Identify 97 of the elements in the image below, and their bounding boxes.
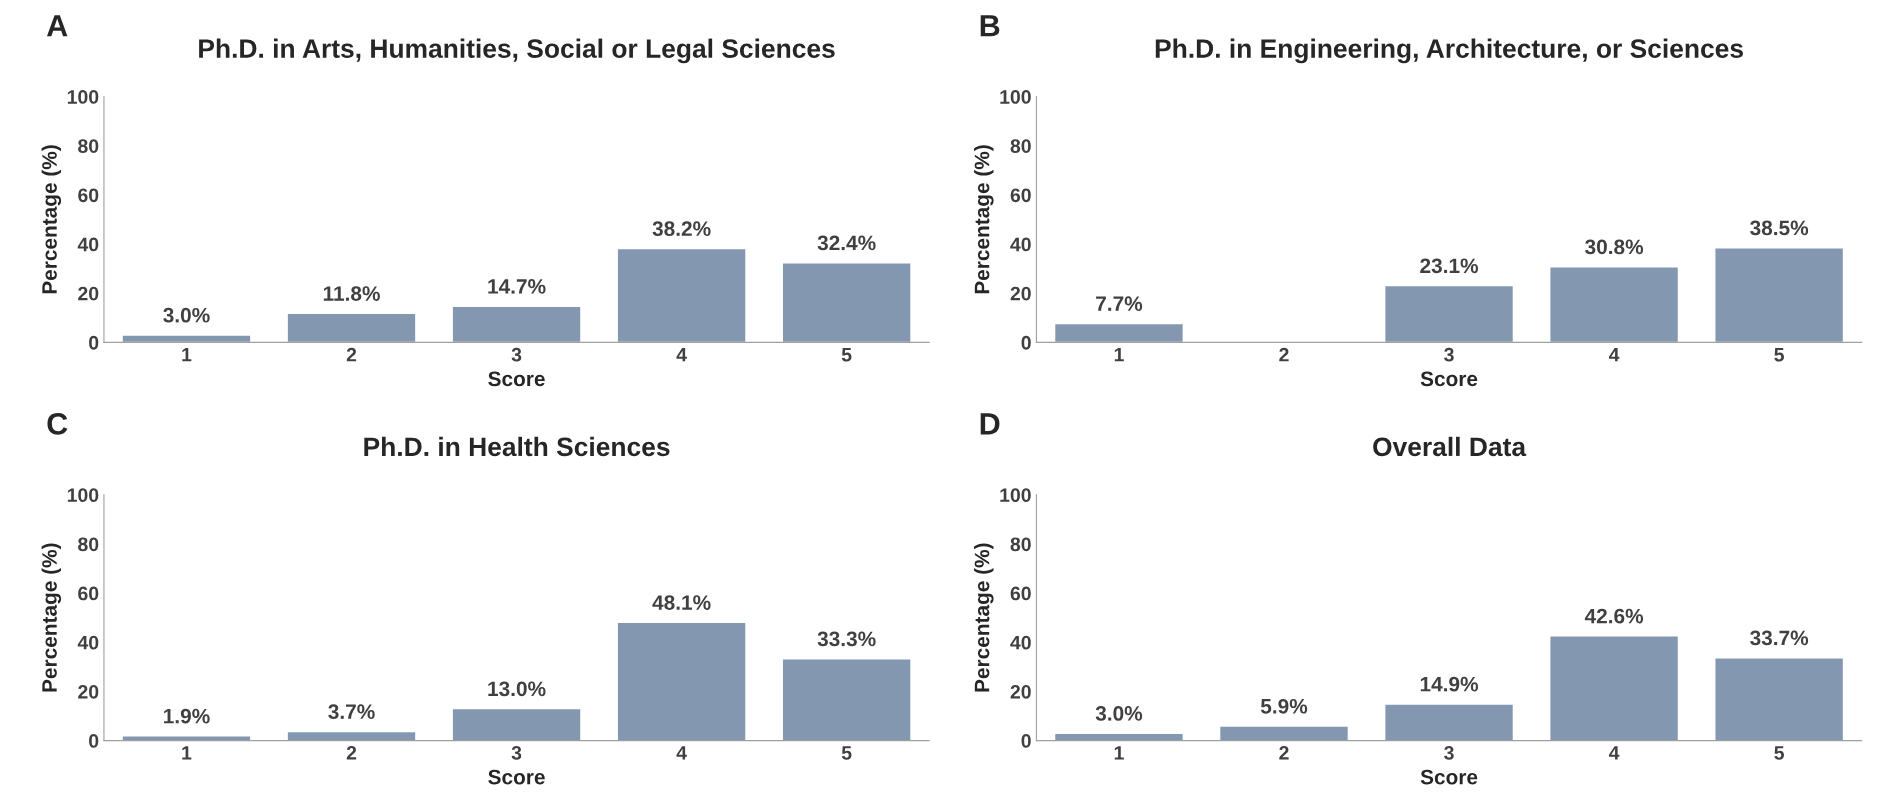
bar — [616, 621, 747, 741]
y-tick-label: 0 — [89, 335, 99, 350]
data-label: 38.2% — [652, 221, 711, 237]
y-axis-title: Percentage (%) — [974, 145, 994, 294]
data-label: 3.0% — [163, 307, 210, 323]
y-tick-label: 80 — [1010, 537, 1031, 552]
bar — [1053, 322, 1185, 343]
x-tick-label: 5 — [1774, 347, 1784, 362]
chart-title: Ph.D. in Engineering, Architecture, or Sciences — [1155, 38, 1743, 64]
y-tick-label: 40 — [1010, 237, 1031, 252]
y-tick-label: 60 — [78, 586, 99, 601]
y-tick-label: 100 — [67, 90, 99, 104]
y-axis-title: Percentage (%) — [41, 145, 62, 294]
x-tick-label: 2 — [346, 347, 357, 362]
bar — [121, 735, 252, 741]
bar — [121, 334, 252, 343]
y-tick-label: 60 — [1010, 586, 1031, 601]
bar — [1549, 635, 1680, 741]
x-tick-label: 3 — [1444, 745, 1454, 760]
chart-title: Ph.D. in Arts, Humanities, Social or Legal Sciences — [199, 38, 835, 64]
y-tick-label: 60 — [1010, 188, 1031, 203]
x-axis-title: Score — [1420, 769, 1478, 785]
data-label: 7.7% — [1096, 296, 1143, 311]
text: D — [980, 413, 1000, 435]
y-tick-label: 0 — [1021, 335, 1031, 350]
x-tick-label: 2 — [1279, 745, 1289, 760]
bar — [1549, 265, 1680, 343]
x-tick-label: 1 — [1114, 746, 1124, 760]
y-tick-label: 0 — [89, 734, 99, 748]
data-label: 33.3% — [817, 631, 876, 647]
data-label: 13.0% — [488, 681, 546, 697]
y-axis-title: Percentage (%) — [974, 543, 994, 692]
x-axis-title: Score — [488, 769, 545, 785]
y-tick-label: 80 — [78, 537, 99, 552]
y-tick-label: 80 — [1010, 139, 1031, 153]
x-tick-label: 2 — [346, 745, 357, 760]
bar — [1714, 657, 1845, 741]
x-tick-label: 3 — [511, 745, 522, 760]
y-tick-label: 100 — [67, 488, 99, 503]
y-tick-label: 100 — [1000, 488, 1031, 503]
x-tick-label: 4 — [676, 347, 687, 362]
x-tick-label: 1 — [1114, 347, 1124, 362]
data-label: 30.8% — [1585, 239, 1644, 255]
bar — [781, 262, 912, 343]
data-label: 11.8% — [323, 286, 380, 301]
y-tick-label: 20 — [78, 684, 99, 699]
x-axis-title: Score — [1420, 371, 1478, 387]
x-tick-label: 5 — [841, 347, 852, 362]
bar — [1383, 284, 1515, 343]
y-tick-label: 40 — [77, 237, 99, 252]
y-tick-label: 100 — [1000, 90, 1031, 104]
x-tick-label: 5 — [841, 746, 852, 760]
data-label: 23.1% — [1420, 258, 1479, 274]
y-tick-label: 0 — [1021, 734, 1031, 748]
text: B — [980, 15, 1000, 37]
data-label: 14.9% — [1420, 676, 1479, 692]
x-tick-label: 3 — [511, 347, 522, 362]
bar — [1383, 703, 1515, 741]
x-tick-label: 4 — [676, 746, 687, 760]
text: A — [46, 15, 68, 37]
data-label: 5.9% — [1260, 698, 1308, 714]
x-tick-label: 4 — [1608, 746, 1620, 760]
data-label: 42.6% — [1584, 608, 1644, 624]
x-tick-label: 1 — [182, 347, 192, 362]
y-tick-label: 40 — [77, 635, 99, 650]
bar — [286, 730, 417, 741]
x-tick-label: 5 — [1774, 746, 1784, 760]
chart-title: Overall Data — [1373, 436, 1527, 457]
y-tick-label: 20 — [1010, 286, 1031, 301]
bar — [451, 707, 582, 741]
data-label: 3.0% — [1095, 706, 1143, 721]
bar — [451, 305, 582, 343]
data-label: 32.4% — [817, 235, 876, 251]
y-tick-label: 60 — [78, 188, 99, 203]
x-tick-label: 4 — [1608, 347, 1620, 362]
bar — [616, 247, 747, 343]
data-label: 48.1% — [652, 595, 711, 610]
bar — [1218, 725, 1350, 741]
data-label: 14.7% — [488, 279, 546, 294]
bar — [781, 658, 912, 741]
bar — [286, 312, 417, 343]
y-axis-title: Percentage (%) — [41, 543, 62, 692]
y-tick-label: 80 — [78, 139, 99, 153]
y-tick-label: 20 — [1010, 684, 1031, 699]
data-label: 3.7% — [328, 704, 375, 720]
x-tick-label: 1 — [182, 746, 192, 760]
x-axis-title: Score — [488, 371, 545, 387]
data-label: 1.9% — [164, 708, 210, 724]
bar — [1714, 247, 1845, 343]
data-label: 33.7% — [1750, 630, 1809, 646]
y-tick-label: 20 — [78, 286, 99, 301]
text: C — [47, 413, 68, 435]
x-tick-label: 3 — [1444, 347, 1454, 362]
chart-title: Ph.D. in Health Sciences — [364, 436, 670, 457]
data-label: 38.5% — [1750, 220, 1809, 236]
y-tick-label: 40 — [1010, 635, 1031, 650]
x-tick-label: 2 — [1279, 347, 1289, 362]
